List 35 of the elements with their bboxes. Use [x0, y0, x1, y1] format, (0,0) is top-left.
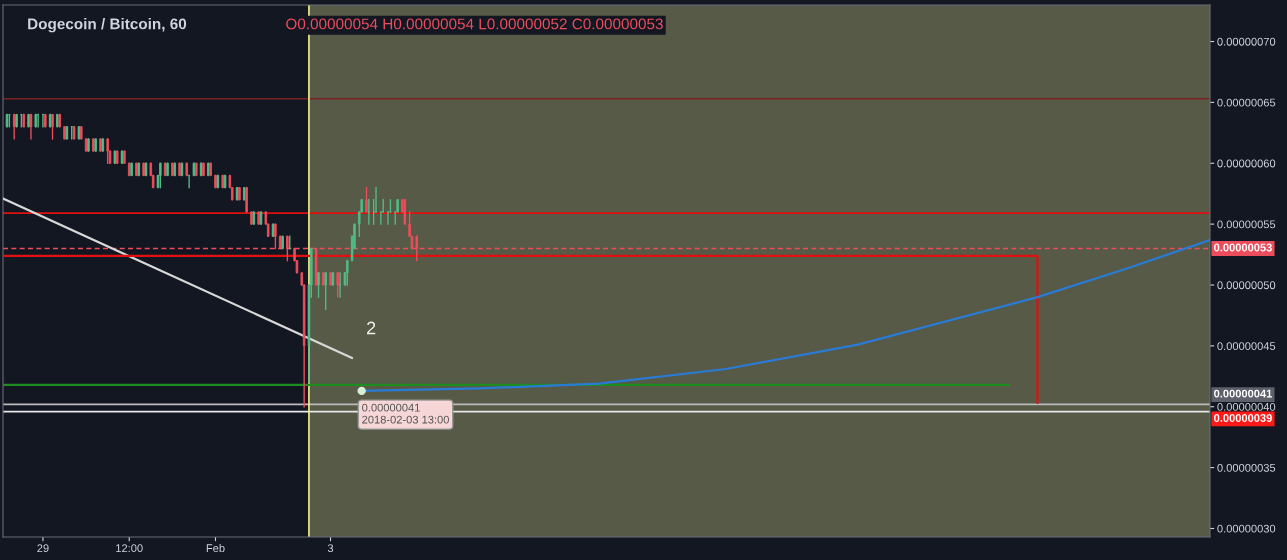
y-tick-label: 0.00000055: [1217, 220, 1276, 229]
x-tick-label: 3: [327, 544, 334, 553]
candlestick: [101, 138, 105, 152]
candlestick: [87, 138, 90, 152]
y-tick-label: 0.00000045: [1217, 342, 1276, 350]
y-tick-label: 0.00000040: [1217, 403, 1276, 411]
y-tick-label: 0.00000070: [1217, 37, 1276, 46]
candlestick: [99, 138, 102, 152]
text: O0.00000054 H0.00000054 L0.00000052 C0.00000053: [286, 18, 663, 30]
y-tick-label: 0.00000065: [1217, 98, 1276, 107]
x-tick-label: 12:00: [116, 544, 143, 553]
candlestick: [65, 126, 69, 140]
candlestick: [63, 126, 66, 140]
x-tick-label: 29: [37, 544, 49, 553]
x-tick-label: Feb: [206, 543, 225, 553]
y-tick-label: 0.00000060: [1217, 159, 1276, 168]
text: Dogecoin / Bitcoin, 60: [28, 18, 187, 33]
ref-line-label: 0.00000053: [1214, 243, 1272, 252]
candlestick: [120, 150, 124, 164]
y-tick-label: 0.00000035: [1217, 463, 1276, 472]
candlestick: [257, 211, 260, 225]
candlestick: [123, 150, 126, 164]
candlestick: [250, 211, 253, 225]
y-tick-label: 0.00000030: [1217, 524, 1276, 533]
candlestick: [329, 272, 332, 286]
candlestick: [403, 199, 407, 225]
candlestick: [331, 272, 335, 286]
candlestick: [259, 211, 263, 225]
annotation: 0.00000041: [1214, 389, 1273, 398]
annotation: 0.00000041 2018-02-03 13:00: [362, 403, 449, 424]
annotation: 2: [367, 321, 376, 335]
annotation: 0.00000039: [1214, 414, 1272, 422]
candlestick: [252, 211, 256, 225]
y-tick-label: 0.00000050: [1217, 281, 1276, 290]
candlestick: [84, 138, 88, 152]
